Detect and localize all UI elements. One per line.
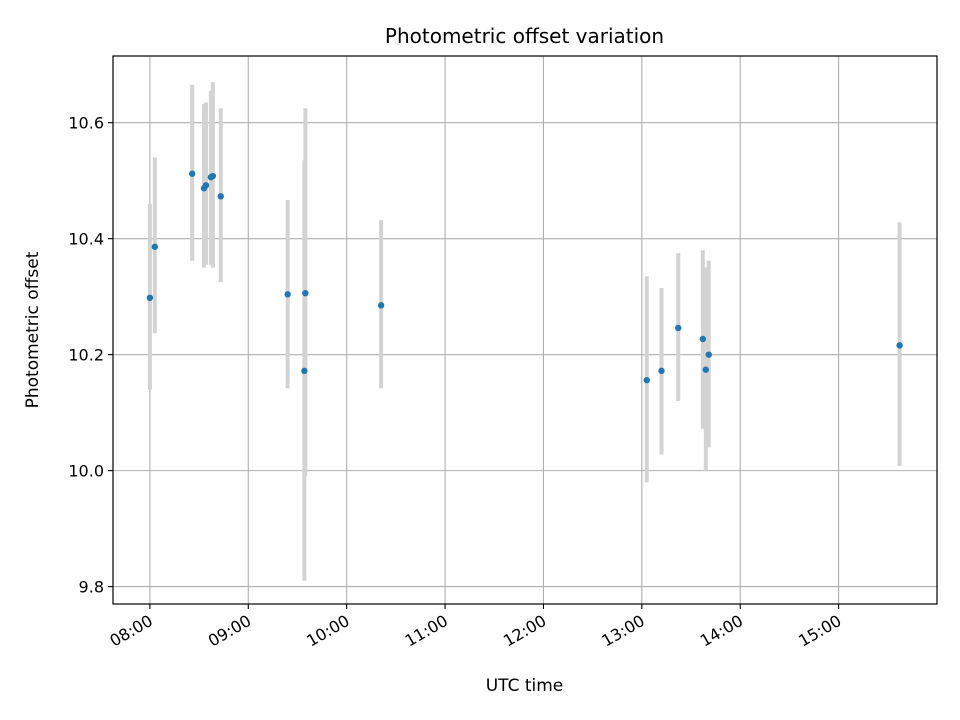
chart-title: Photometric offset variation xyxy=(385,24,664,48)
y-tick-label: 10.4 xyxy=(68,230,104,249)
y-axis-title: Photometric offset xyxy=(23,251,43,408)
y-tick-label: 10.2 xyxy=(68,346,104,365)
data-point xyxy=(705,351,712,358)
data-point xyxy=(658,367,665,375)
data-point xyxy=(209,172,217,180)
data-point xyxy=(202,182,210,189)
data-point xyxy=(643,376,650,384)
data-point xyxy=(896,342,903,349)
data-point xyxy=(302,289,309,297)
data-point xyxy=(301,367,308,375)
data-point xyxy=(702,366,709,373)
data-point xyxy=(189,170,196,177)
x-axis-title: UTC time xyxy=(486,676,564,696)
grid xyxy=(113,56,937,604)
y-axis: 9.8 10.0 10.2 10.4 10.6 xyxy=(68,114,113,597)
data-point xyxy=(377,302,385,309)
data-point xyxy=(146,294,154,302)
data-point xyxy=(675,324,682,332)
data-points xyxy=(146,170,903,384)
y-tick-label: 9.8 xyxy=(79,578,104,597)
data-point xyxy=(151,243,159,250)
y-tick-label: 10.0 xyxy=(68,462,104,481)
data-point xyxy=(284,291,291,298)
plot-frame xyxy=(112,55,938,605)
data-point xyxy=(217,193,224,200)
data-point xyxy=(699,335,707,343)
y-tick-label: 10.6 xyxy=(68,114,104,133)
